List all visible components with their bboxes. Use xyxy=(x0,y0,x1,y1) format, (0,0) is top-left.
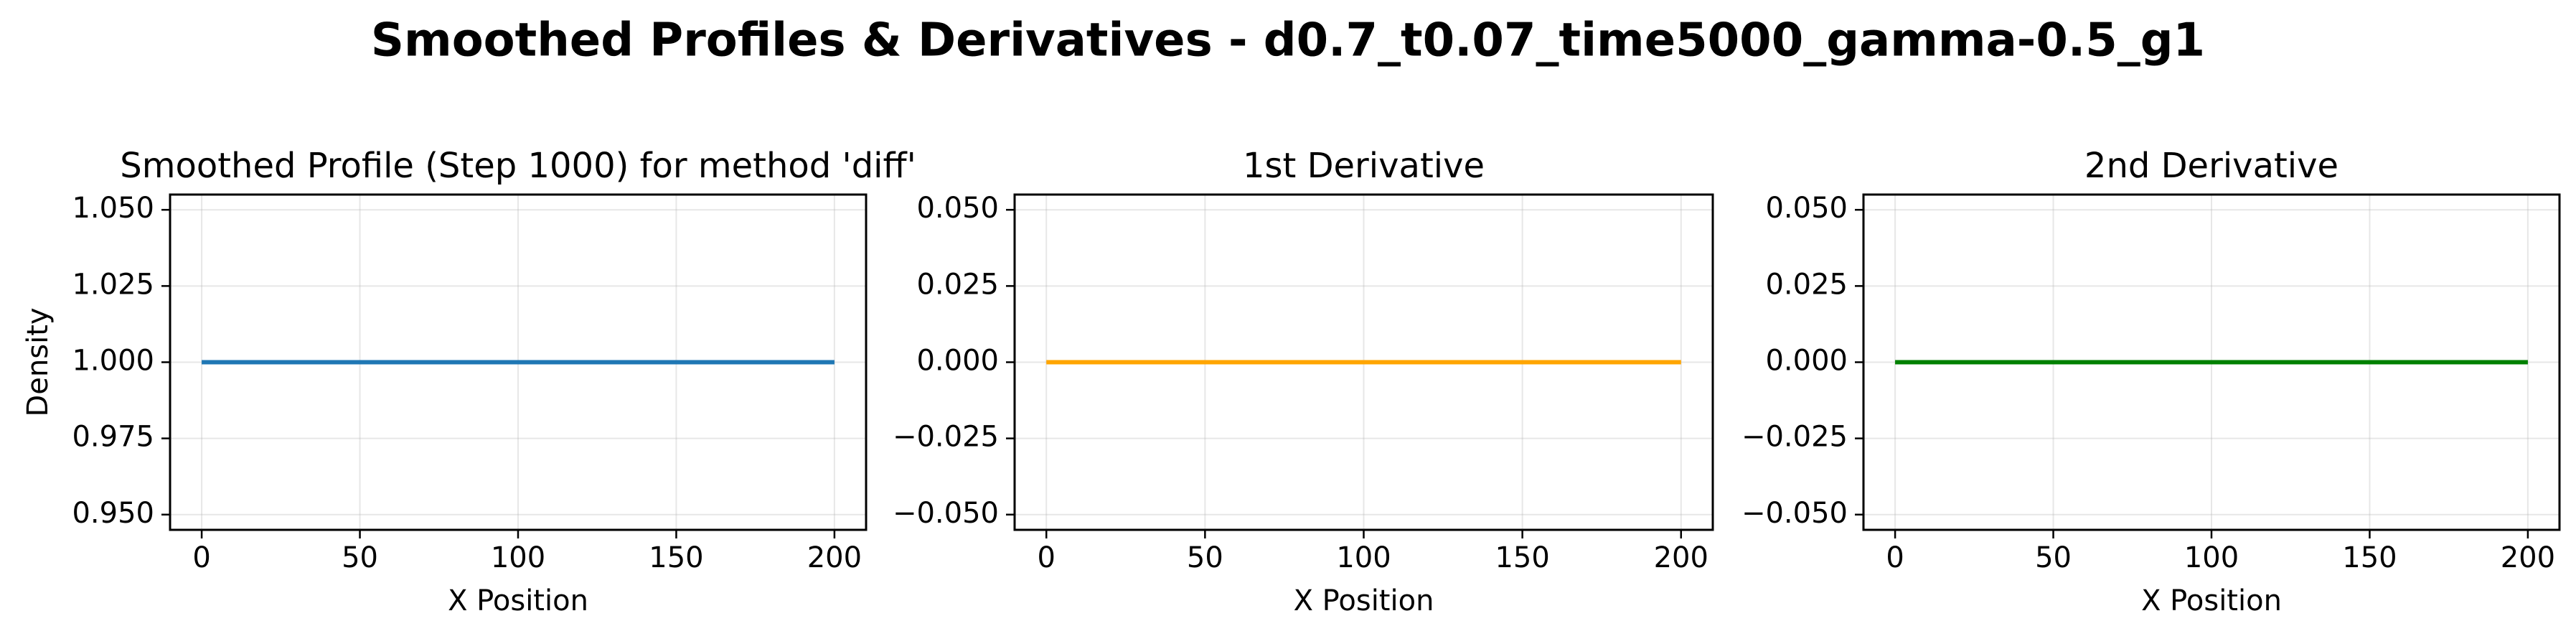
x-tick-label: 0 xyxy=(192,541,210,574)
subplot-3: 0 50 100 150 200 −0.050 −0.025 0.000 0.025 0.050 2… xyxy=(1741,146,2561,617)
y-tick-label: 0.000 xyxy=(1765,345,1848,378)
x-axis-label: X Position xyxy=(2141,584,2282,617)
x-tick-label: 50 xyxy=(342,541,378,574)
y-tick-label: 0.000 xyxy=(916,345,999,378)
y-tick-label: 0.025 xyxy=(1765,268,1848,301)
x-tick-label: 200 xyxy=(1654,541,1708,574)
x-tick-label: 100 xyxy=(1336,541,1391,574)
y-tick-label: 0.050 xyxy=(1765,192,1848,225)
x-tick-label: 150 xyxy=(649,541,703,574)
y-tick-label: 0.050 xyxy=(916,192,999,225)
x-tick-label: 100 xyxy=(2184,541,2239,574)
subplot-title: Smoothed Profile (Step 1000) for method … xyxy=(120,146,916,186)
subplot-2: 0 50 100 150 200 −0.050 −0.025 0.000 0.025 0.050 1… xyxy=(893,146,1714,617)
x-tick-label: 150 xyxy=(2342,541,2397,574)
subplot-title: 1st Derivative xyxy=(1243,146,1485,186)
y-tick-label: 0.975 xyxy=(72,421,154,454)
y-tick-label: 1.025 xyxy=(72,268,154,301)
y-tick-label: −0.025 xyxy=(893,421,999,454)
y-tick-label: 0.950 xyxy=(72,497,154,530)
y-tick-label: −0.050 xyxy=(893,497,999,530)
x-tick-label: 50 xyxy=(2035,541,2072,574)
x-axis-label: X Position xyxy=(448,584,588,617)
y-tick-label: 1.050 xyxy=(72,192,154,225)
x-axis-label: X Position xyxy=(1294,584,1434,617)
x-tick-label: 200 xyxy=(807,541,862,574)
subplot-1: 0 50 100 150 200 0.950 0.975 1.000 1.025 1.050 Smo… xyxy=(22,146,916,617)
y-tick-label: −0.025 xyxy=(1741,421,1848,454)
x-tick-label: 100 xyxy=(491,541,545,574)
x-tick-label: 200 xyxy=(2501,541,2555,574)
x-tick-label: 150 xyxy=(1495,541,1549,574)
x-tick-label: 0 xyxy=(1038,541,1056,574)
figure-suptitle: Smoothed Profiles & Derivatives - d0.7_t… xyxy=(371,14,2205,67)
subplot-title: 2nd Derivative xyxy=(2084,146,2338,186)
y-tick-label: 0.025 xyxy=(916,268,999,301)
y-tick-label: 1.000 xyxy=(72,345,154,378)
x-tick-label: 50 xyxy=(1187,541,1223,574)
y-tick-label: −0.050 xyxy=(1741,497,1848,530)
x-tick-label: 0 xyxy=(1886,541,1904,574)
y-axis-label: Density xyxy=(22,307,55,416)
subplots: 0 50 100 150 200 0.950 0.975 1.000 1.025 1.050 Smo… xyxy=(22,146,2561,617)
